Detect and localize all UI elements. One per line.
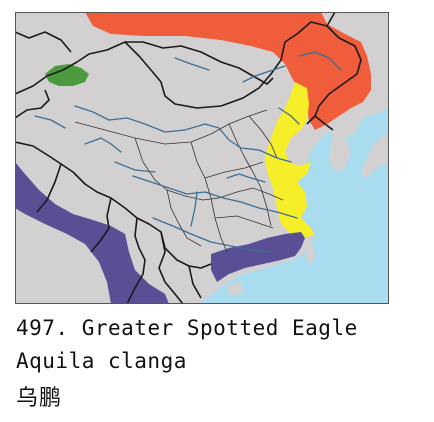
species-title: 497. Greater Spotted Eagle bbox=[16, 316, 358, 340]
wintering-range bbox=[15, 162, 169, 304]
common-name: Greater Spotted Eagle bbox=[81, 316, 358, 340]
scientific-name: Aquila clanga bbox=[16, 349, 187, 373]
japan-land bbox=[361, 132, 389, 178]
country-borders bbox=[15, 12, 362, 304]
range-map bbox=[15, 12, 389, 304]
taiwan-island bbox=[306, 244, 315, 264]
species-number: 497. bbox=[16, 316, 69, 340]
korea-land bbox=[329, 130, 351, 172]
resident-range bbox=[45, 64, 89, 86]
rivers bbox=[34, 51, 342, 253]
breeding-range bbox=[85, 12, 371, 130]
map-border bbox=[15, 12, 389, 304]
chinese-name: 乌鹏 bbox=[16, 386, 63, 411]
passage-range bbox=[265, 82, 315, 238]
province-borders bbox=[74, 109, 284, 253]
hainan-island bbox=[227, 282, 243, 296]
wintering-range-south-china bbox=[211, 232, 305, 282]
